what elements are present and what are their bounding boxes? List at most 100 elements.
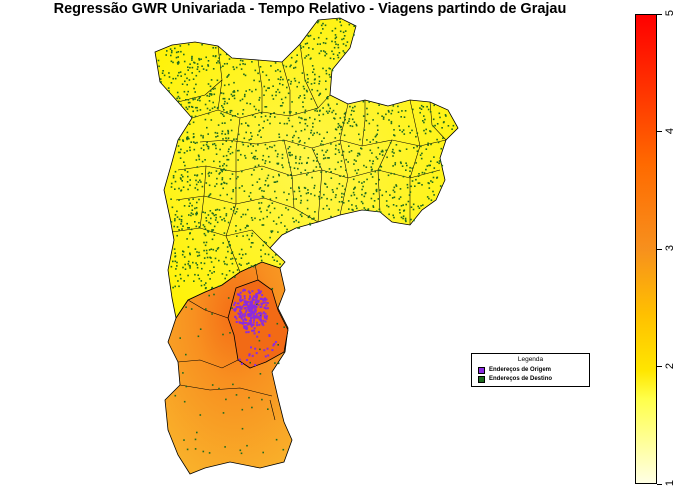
destination-point [269, 113, 272, 115]
destination-point [363, 181, 365, 183]
destination-point [297, 227, 299, 229]
destination-point [223, 103, 226, 105]
destination-point [419, 154, 422, 156]
destination-point [264, 184, 266, 186]
destination-point [210, 93, 212, 95]
destination-point [328, 208, 330, 210]
destination-point [216, 208, 219, 211]
destination-point [405, 203, 407, 206]
origin-point [250, 311, 253, 314]
destination-point [267, 155, 270, 158]
destination-point [283, 111, 285, 114]
origin-point [257, 331, 260, 334]
destination-point [259, 373, 262, 375]
destination-point [222, 106, 224, 109]
destination-point [241, 170, 243, 173]
destination-point [230, 129, 233, 132]
origin-point [252, 298, 255, 301]
destination-point [182, 175, 184, 178]
destination-point [197, 154, 200, 157]
destination-point [423, 172, 426, 174]
destination-point [174, 47, 176, 50]
destination-point [402, 204, 404, 206]
destination-point [171, 206, 174, 209]
destination-point [311, 65, 314, 67]
destination-point [207, 274, 209, 276]
origin-point [255, 352, 258, 355]
destination-point [174, 285, 176, 288]
destination-point [171, 50, 173, 52]
destination-point [309, 116, 311, 119]
destination-point [388, 111, 390, 113]
origin-point [233, 303, 236, 306]
destination-point [397, 105, 399, 108]
destination-point [303, 147, 306, 149]
origin-point [249, 320, 252, 323]
destination-point [351, 208, 353, 211]
destination-point [313, 82, 316, 84]
destination-point [204, 234, 207, 237]
destination-point [199, 99, 201, 102]
destination-point [442, 137, 444, 139]
origin-point [256, 321, 258, 324]
destination-point [385, 190, 387, 193]
destination-point [409, 166, 411, 169]
destination-point [194, 142, 197, 144]
destination-point [273, 112, 275, 114]
destination-point [348, 151, 351, 153]
destination-point [429, 130, 432, 133]
destination-point [231, 151, 234, 154]
destination-point [332, 109, 335, 112]
origin-point [253, 311, 256, 314]
destination-point [204, 211, 206, 214]
destination-point [436, 161, 439, 163]
destination-point [227, 75, 229, 77]
destination-point [239, 63, 241, 66]
destination-point [335, 36, 338, 38]
destination-point [224, 122, 226, 124]
destination-point [321, 140, 323, 142]
destination-point [350, 150, 353, 152]
destination-point [328, 157, 330, 159]
destination-point [180, 148, 182, 151]
destination-point [344, 188, 346, 191]
destination-point [180, 178, 182, 180]
destination-point [198, 158, 201, 161]
origin-point [254, 304, 257, 307]
destination-point [181, 180, 183, 182]
destination-point [313, 194, 316, 197]
destination-point [297, 167, 299, 170]
destination-point [316, 156, 318, 159]
destination-point [189, 179, 191, 181]
destination-point [225, 274, 228, 276]
destination-point [288, 193, 290, 195]
destination-point [433, 194, 435, 196]
destination-point [260, 112, 263, 115]
destination-point [336, 187, 338, 190]
destination-point [232, 209, 235, 212]
destination-point [433, 167, 436, 169]
destination-point [201, 173, 203, 175]
destination-point [348, 208, 350, 210]
destination-point [250, 242, 253, 244]
destination-point [421, 171, 424, 174]
destination-point [430, 180, 432, 182]
destination-point [412, 208, 415, 211]
destination-point [170, 82, 173, 84]
destination-point [424, 118, 426, 121]
origin-point [240, 312, 243, 315]
destination-point [183, 256, 186, 258]
destination-point [261, 195, 264, 198]
destination-point [311, 88, 313, 91]
destination-point [211, 272, 213, 274]
destination-point [213, 293, 215, 296]
destination-point [279, 105, 282, 107]
destination-point [256, 181, 259, 183]
destination-point [312, 48, 314, 50]
destination-point [258, 96, 261, 99]
destination-point [340, 128, 343, 131]
destination-point [370, 166, 373, 168]
destination-point [190, 228, 193, 231]
origin-point [248, 312, 251, 315]
destination-point [222, 138, 224, 140]
